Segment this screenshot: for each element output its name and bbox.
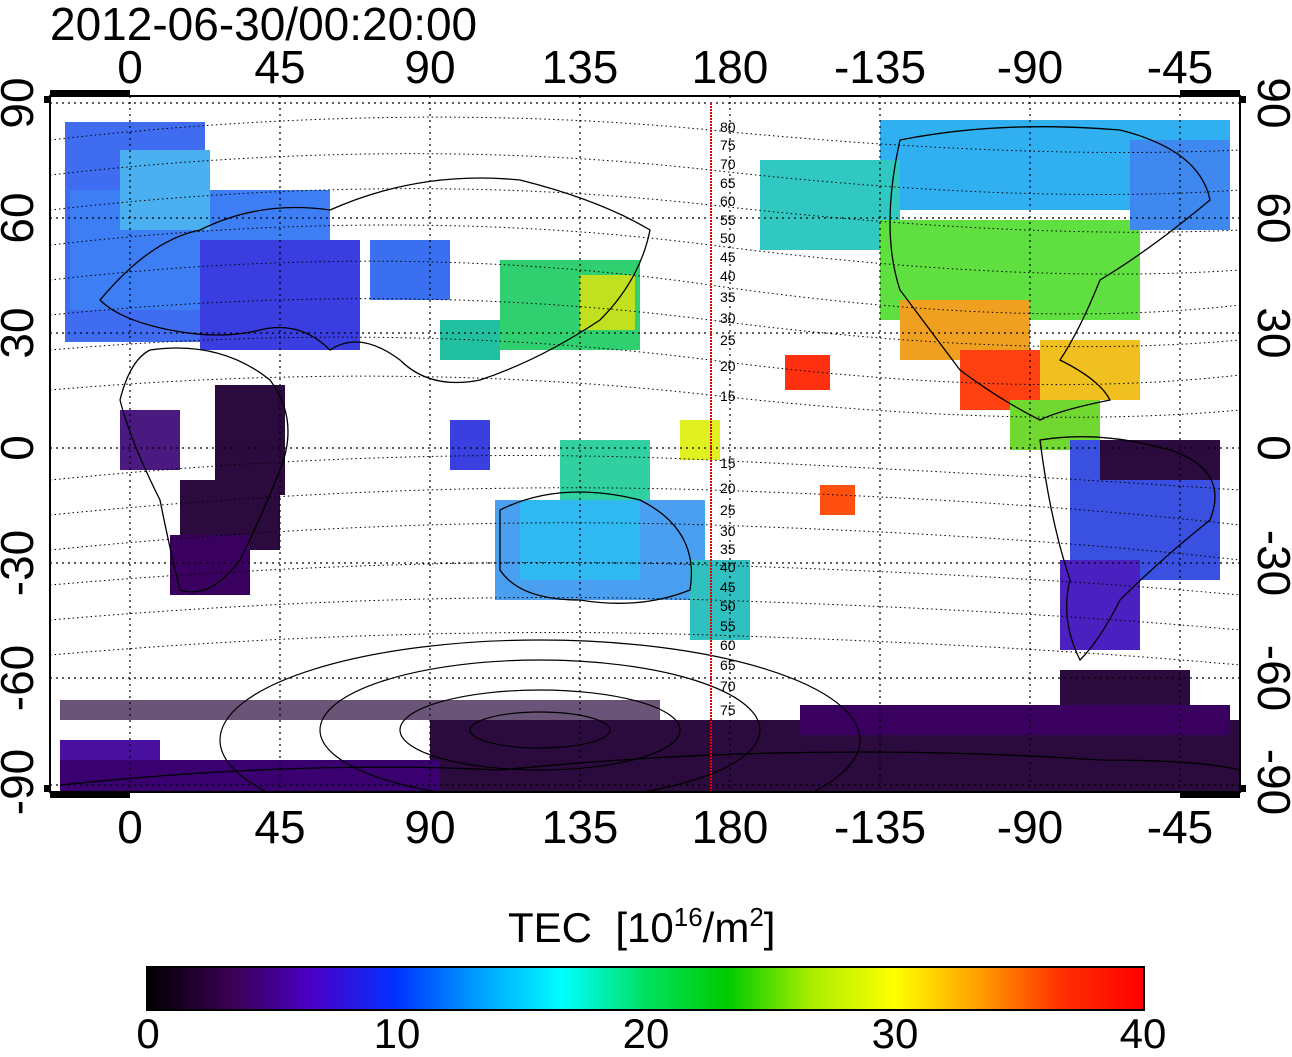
magnetic-latitude-label: 70	[720, 156, 736, 172]
magnetic-pole-contours	[219, 639, 861, 792]
tec-spot-south-pacific	[820, 485, 855, 515]
bottom-longitude-labels: 0 45 90 135 180 -135 -90 -45	[117, 801, 1213, 853]
magnetic-latitude-label: 45	[720, 249, 736, 265]
colorbar-tick: 20	[622, 1010, 670, 1057]
magnetic-latitude-label: 55	[720, 212, 736, 228]
magnetic-latitude-label: 30	[720, 523, 736, 539]
right-lat-tick: -90	[1248, 749, 1292, 815]
magnetic-latitude-label: 20	[720, 358, 736, 374]
magnetic-latitude-label: 75	[720, 702, 736, 718]
right-lat-tick: 0	[1248, 435, 1292, 461]
colorbar-unit-prefix: [10	[615, 904, 674, 951]
colorbar-unit-exponent-2: 2	[749, 902, 764, 932]
tec-region-europe	[65, 122, 360, 350]
map-frame	[49, 95, 1241, 793]
left-latitude-labels: 90 60 30 0 -30 -60 -90	[0, 77, 43, 815]
colorbar-title: TEC [1016/m2]	[508, 902, 776, 951]
magnetic-latitude-label: 25	[720, 332, 736, 348]
colorbar-tick: 30	[871, 1010, 919, 1057]
tec-spot-pacific	[680, 420, 720, 460]
top-lon-tick: 0	[117, 41, 143, 93]
magnetic-latitude-label: 75	[720, 137, 736, 153]
right-lat-tick: 90	[1248, 77, 1292, 128]
left-lat-tick: -60	[0, 645, 43, 711]
magnetic-latitude-label: 60	[720, 193, 736, 209]
top-lon-tick: -90	[997, 41, 1063, 93]
colorbar-tick: 40	[1119, 1010, 1167, 1057]
magnetic-latitude-label: 70	[720, 678, 736, 694]
magnetic-latitude-label: 30	[720, 310, 736, 326]
tec-map: 80 75 70 65 60 55 50 45 40 35 30 25 20 15 15 20 25 30 35 40…	[0, 41, 1292, 853]
bottom-lon-tick: -90	[997, 801, 1063, 853]
tec-region-north-america	[760, 120, 1230, 450]
left-lat-tick: -30	[0, 530, 43, 596]
left-lat-tick: 90	[0, 77, 43, 128]
magnetic-latitude-label: 45	[720, 579, 736, 595]
magnetic-latitude-label: 35	[720, 541, 736, 557]
tec-data-layer	[60, 120, 1240, 792]
colorbar-tick: 0	[136, 1010, 160, 1057]
right-lat-tick: 60	[1248, 192, 1292, 243]
magnetic-latitude-label: 80	[720, 119, 736, 135]
tec-region-australia	[495, 440, 750, 640]
right-lat-tick: 30	[1248, 307, 1292, 358]
magnetic-latitude-label: 50	[720, 598, 736, 614]
bottom-lon-tick: 135	[542, 801, 619, 853]
coastlines	[59, 126, 1240, 786]
magnetic-latitude-labels: 80 75 70 65 60 55 50 45 40 35 30 25 20 15 15 20 25 30 35 40…	[720, 119, 736, 718]
left-lat-tick: -90	[0, 749, 43, 815]
map-grid	[50, 96, 1240, 792]
colorbar-unit-mid: /m	[702, 904, 750, 951]
bottom-lon-tick: 45	[254, 801, 305, 853]
tec-region-south-america	[1060, 440, 1220, 710]
magnetic-latitude-label: 40	[720, 559, 736, 575]
magnetic-latitude-label: 20	[720, 480, 736, 496]
top-lon-tick: 45	[254, 41, 305, 93]
magnetic-latitude-label: 65	[720, 175, 736, 191]
top-lon-tick: 135	[542, 41, 619, 93]
right-latitude-labels: 90 60 30 0 -30 -60 -90	[1248, 77, 1292, 815]
left-lat-tick: 60	[0, 192, 43, 243]
right-lat-tick: -60	[1248, 645, 1292, 711]
magnetic-latitude-label: 25	[720, 502, 736, 518]
bottom-lon-tick: 180	[692, 801, 769, 853]
top-lon-tick: 180	[692, 41, 769, 93]
timestamp-title: 2012-06-30/00:20:00	[50, 0, 478, 50]
left-lat-tick: 30	[0, 307, 43, 358]
top-lon-tick: -45	[1147, 41, 1213, 93]
top-longitude-labels: 0 45 90 135 180 -135 -90 -45	[117, 41, 1213, 93]
tec-region-asia	[370, 240, 640, 470]
colorbar	[146, 966, 1145, 1011]
bottom-lon-tick: -135	[834, 801, 926, 853]
colorbar-unit-suffix: ]	[763, 904, 776, 951]
magnetic-latitude-label: 60	[720, 637, 736, 653]
top-lon-tick: -135	[834, 41, 926, 93]
colorbar-title-text: TEC	[508, 904, 592, 951]
colorbar-gradient	[146, 966, 1145, 1011]
magnetic-latitude-label: 65	[720, 657, 736, 673]
magnetic-latitude-label: 35	[720, 289, 736, 305]
magnetic-latitude-label: 50	[720, 230, 736, 246]
magnetic-latitude-label: 55	[720, 618, 736, 634]
magnetic-latitude-contours	[50, 116, 1240, 666]
magnetic-latitude-label: 40	[720, 268, 736, 284]
left-lat-tick: 0	[0, 435, 43, 461]
map-frame-ticks	[44, 90, 1246, 798]
bottom-lon-tick: 0	[117, 801, 143, 853]
colorbar-unit-exponent: 16	[673, 902, 703, 932]
bottom-lon-tick: 90	[404, 801, 455, 853]
colorbar-tick: 10	[373, 1010, 421, 1057]
right-lat-tick: -30	[1248, 530, 1292, 596]
tec-region-antarctica	[60, 700, 1240, 792]
bottom-lon-tick: -45	[1147, 801, 1213, 853]
top-lon-tick: 90	[404, 41, 455, 93]
magnetic-latitude-label: 15	[720, 455, 736, 471]
magnetic-latitude-label: 15	[720, 388, 736, 404]
